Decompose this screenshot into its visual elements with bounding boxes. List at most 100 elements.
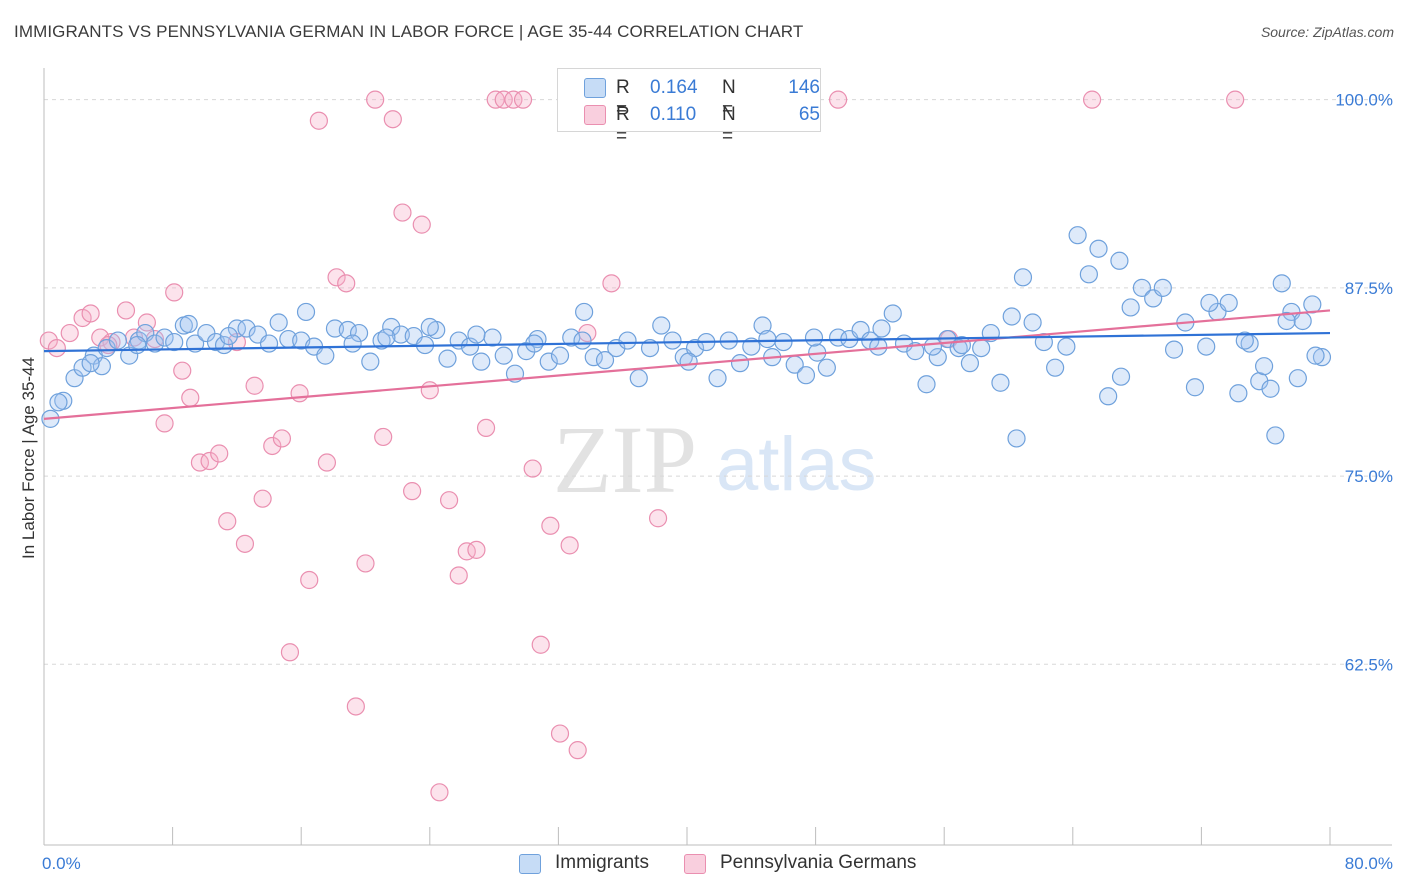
immigrants-point: [1002, 307, 1021, 326]
pennsylvania-germans-point: [457, 542, 476, 561]
immigrants-point: [753, 316, 772, 335]
bottom-legend-label: Immigrants: [555, 852, 649, 873]
pennsylvania-germans-trend-line: [43, 309, 1331, 420]
legend-n-value: 65: [798, 104, 820, 125]
pennsylvania-germans-point: [541, 516, 560, 535]
pennsylvania-germans-point: [366, 90, 385, 109]
pennsylvania-germans-point: [81, 304, 100, 323]
watermark-atlas: atlas: [716, 422, 877, 507]
pennsylvania-germans-point: [829, 90, 848, 109]
immigrants-point: [539, 352, 558, 371]
immigrants-point: [197, 323, 216, 343]
immigrants-point: [1046, 358, 1065, 377]
pennsylvania-germans-point: [531, 635, 550, 654]
pennsylvania-germans-point: [173, 361, 192, 380]
immigrants-point: [629, 369, 648, 388]
pennsylvania-germans-point: [245, 376, 264, 395]
immigrants-point: [1110, 251, 1129, 270]
immigrants-point: [1068, 226, 1087, 245]
pennsylvania-germans-point: [374, 427, 393, 447]
immigrants-point: [494, 346, 513, 365]
immigrants-point: [742, 337, 761, 356]
pennsylvania-germans-point: [337, 274, 356, 293]
watermark-zip: ZIP: [553, 406, 697, 513]
immigrants-point: [1057, 337, 1076, 356]
legend-n-value: 146: [788, 77, 820, 98]
immigrants-point: [1079, 265, 1098, 284]
legend-swatch-blue: [584, 78, 606, 98]
immigrants-point: [758, 329, 777, 349]
pennsylvania-germans-point: [346, 697, 365, 716]
chart-title: IMMIGRANTS VS PENNSYLVANIA GERMAN IN LAB…: [14, 22, 804, 41]
pennsylvania-germans-point: [309, 111, 328, 130]
immigrants-point: [92, 357, 111, 376]
immigrants-point: [550, 346, 570, 365]
immigrants-point: [949, 338, 968, 358]
immigrants-point: [1185, 378, 1205, 397]
pennsylvania-germans-point: [513, 90, 533, 109]
immigrants-point: [960, 354, 980, 373]
y-tick-label: 62.5%: [1345, 655, 1393, 674]
pennsylvania-germans-point: [1226, 90, 1245, 109]
immigrants-point: [49, 393, 68, 412]
immigrants-point: [269, 313, 288, 332]
immigrants-point: [595, 351, 615, 370]
immigrants-point: [296, 302, 316, 322]
pennsylvania-germans-point: [403, 482, 422, 501]
pennsylvania-germans-point: [494, 90, 513, 109]
pennsylvania-germans-point: [210, 444, 229, 463]
pennsylvania-germans-point: [383, 110, 402, 129]
bottom-legend-swatch-blue: [519, 854, 541, 874]
immigrants-point: [349, 323, 369, 343]
pennsylvania-germans-point: [47, 338, 66, 358]
immigrants-point: [972, 338, 991, 358]
legend-n-label: N =: [722, 77, 736, 120]
pennsylvania-germans-point: [412, 215, 431, 234]
pennsylvania-germans-point: [420, 381, 439, 400]
immigrants-point: [1013, 268, 1033, 287]
immigrants-point: [128, 335, 147, 355]
immigrants-point: [1261, 379, 1280, 398]
immigrants-point: [1111, 367, 1131, 386]
pennsylvania-germans-point: [155, 414, 174, 433]
pennsylvania-germans-point: [116, 301, 136, 320]
pennsylvania-germans-point: [145, 329, 165, 349]
immigrants-point: [1132, 278, 1152, 297]
pennsylvania-germans-point: [550, 724, 570, 743]
pennsylvania-germans-point: [165, 283, 184, 302]
immigrants-point: [372, 331, 391, 350]
source-label: Source: ZipAtlas.com: [1260, 24, 1394, 40]
immigrants-point: [1306, 346, 1325, 365]
immigrants-point: [1164, 340, 1184, 359]
pennsylvania-germans-point: [523, 459, 542, 478]
immigrants-point: [708, 369, 727, 388]
immigrants-point: [237, 319, 256, 338]
pennsylvania-germans-point: [272, 429, 292, 448]
immigrants-point: [179, 314, 198, 334]
immigrants-point: [420, 317, 439, 337]
watermark: ZIP atlas: [553, 406, 877, 513]
pennsylvania-germans-point: [430, 783, 449, 802]
pennsylvania-germans-point: [439, 491, 459, 510]
pennsylvania-germans-point: [1082, 90, 1102, 109]
immigrants-point: [1099, 387, 1118, 406]
pennsylvania-germans-point: [280, 643, 300, 662]
immigrants-point: [562, 328, 581, 347]
immigrants-point: [804, 328, 824, 347]
legend-swatch-pink: [584, 105, 606, 125]
pennsylvania-germans-point: [504, 90, 523, 109]
immigrants-point: [928, 348, 947, 367]
immigrants-point: [483, 328, 502, 347]
y-tick-label: 100.0%: [1335, 91, 1393, 110]
immigrants-point: [679, 352, 698, 371]
immigrants-point: [343, 334, 362, 353]
immigrants-point: [774, 332, 793, 352]
immigrants-point: [1312, 348, 1332, 367]
y-tick-label: 75.0%: [1345, 467, 1393, 486]
immigrants-point: [817, 358, 836, 377]
immigrants-point: [1272, 274, 1291, 293]
pennsylvania-germans-point: [602, 274, 621, 293]
pennsylvania-germans-point: [476, 418, 496, 438]
legend-r-label: R =: [616, 104, 630, 147]
